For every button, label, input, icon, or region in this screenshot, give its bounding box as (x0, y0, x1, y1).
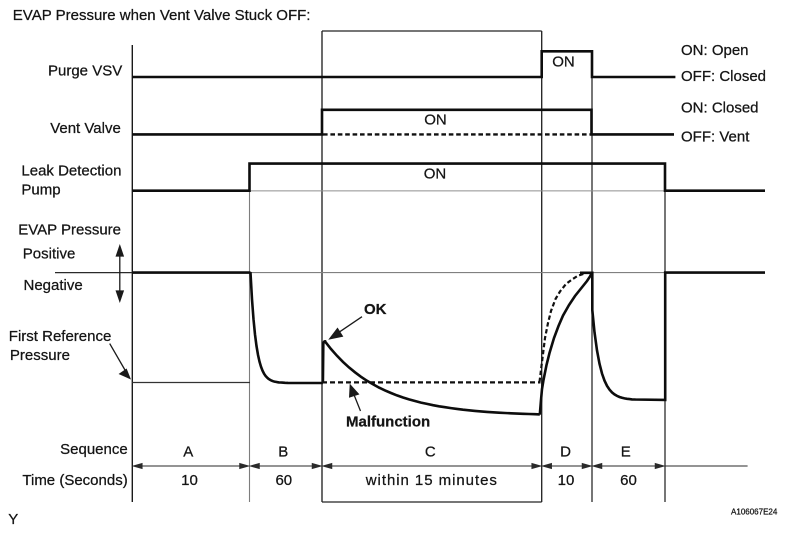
svg-text:Leak Detection: Leak Detection (21, 163, 121, 180)
svg-text:A: A (183, 444, 193, 461)
svg-text:Negative: Negative (24, 277, 83, 294)
svg-text:OK: OK (364, 301, 387, 318)
svg-text:First Reference: First Reference (9, 328, 112, 345)
svg-text:ON: Closed: ON: Closed (681, 100, 759, 117)
svg-text:Malfunction: Malfunction (346, 413, 430, 430)
svg-text:Purge VSV: Purge VSV (48, 63, 122, 80)
svg-text:Y: Y (8, 511, 18, 528)
svg-text:Positive: Positive (23, 246, 76, 263)
svg-text:ON: ON (424, 166, 447, 183)
svg-text:10: 10 (181, 472, 198, 489)
svg-text:OFF: Vent: OFF: Vent (681, 129, 750, 146)
svg-text:60: 60 (275, 472, 292, 489)
svg-text:Pressure: Pressure (10, 347, 70, 364)
svg-text:Pump: Pump (21, 181, 60, 198)
svg-text:EVAP Pressure: EVAP Pressure (18, 222, 121, 239)
svg-text:10: 10 (558, 472, 575, 489)
svg-text:Sequence: Sequence (60, 441, 128, 458)
svg-text:ON: ON (424, 111, 447, 128)
svg-text:Time (Seconds): Time (Seconds) (22, 472, 127, 489)
svg-text:ON: Open: ON: Open (681, 42, 749, 59)
svg-text:A106067E24: A106067E24 (731, 507, 778, 516)
svg-text:EVAP Pressure when Vent Valve: EVAP Pressure when Vent Valve Stuck OFF: (13, 7, 311, 24)
svg-text:B: B (278, 444, 288, 461)
svg-text:D: D (560, 444, 571, 461)
svg-text:ON: ON (552, 54, 575, 71)
svg-text:OFF: Closed: OFF: Closed (681, 68, 766, 85)
svg-text:60: 60 (620, 472, 637, 489)
svg-text:C: C (425, 444, 436, 461)
svg-text:E: E (621, 444, 631, 461)
svg-text:within 15 minutes: within 15 minutes (365, 472, 498, 489)
svg-text:Vent Valve: Vent Valve (50, 120, 121, 137)
